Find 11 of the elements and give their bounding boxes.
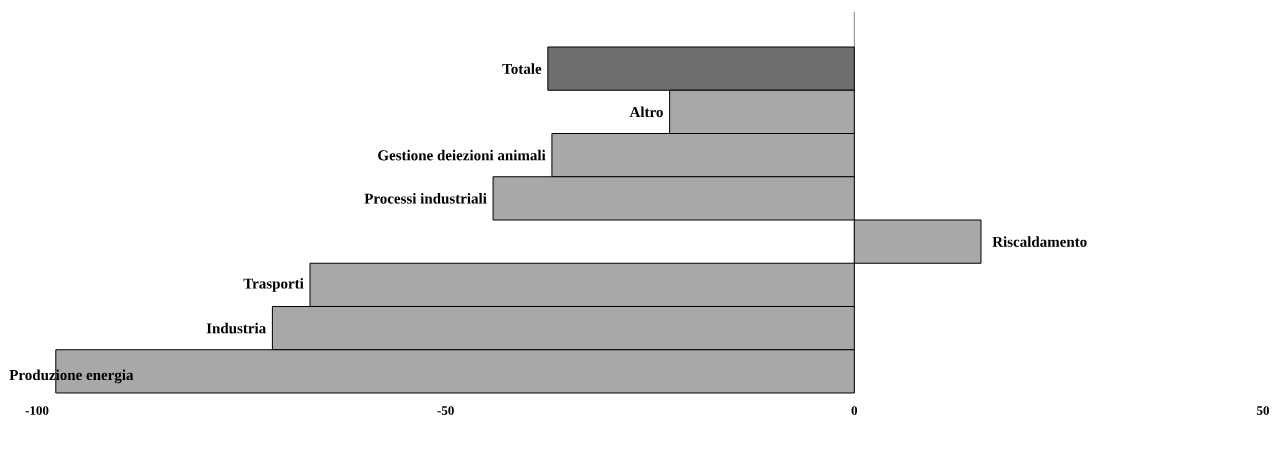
y-tick-label: Riscaldamento (992, 236, 1087, 247)
y-tick-label: Industria (206, 322, 266, 334)
x-tick-label: -100 (25, 406, 49, 415)
x-tick-label: -50 (437, 406, 454, 415)
y-tick-label: Totale (502, 63, 542, 74)
y-tick-label: Processi industriali (364, 193, 487, 204)
y-tick-label: Trasporti (243, 278, 304, 292)
y-tick-label: Gestione deiezioni animali (378, 149, 546, 161)
x-tick-label: 50 (1257, 406, 1269, 415)
x-tick-label: 0 (851, 406, 858, 415)
y-tick-label: Altro (629, 106, 663, 118)
